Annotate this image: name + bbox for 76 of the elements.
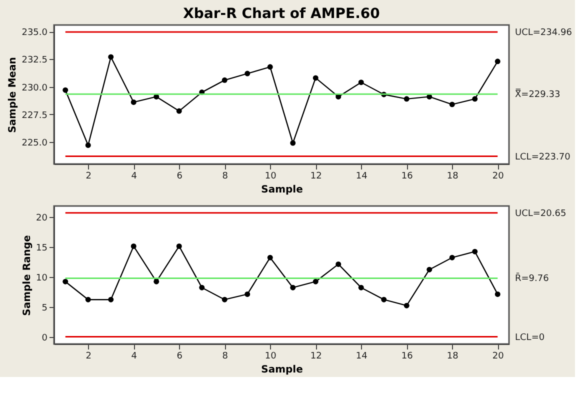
y-tick-label: 5 [42,303,48,314]
ref-line-label: LCL=223.70 [515,152,571,162]
point [62,87,68,93]
point [449,102,455,108]
point [176,243,182,249]
point [290,284,296,290]
point [267,254,273,260]
point [404,96,410,102]
x-tick-label: 20 [492,172,504,182]
point [449,254,455,260]
x-tick-label: 8 [222,172,228,182]
x-tick-label: 16 [401,352,414,362]
y-axis-title: Sample Range [22,234,34,316]
x-tick-label: 10 [264,172,277,182]
point [108,296,114,302]
x-tick-label: 4 [131,172,138,182]
ref-line-label: LCL=0 [515,332,545,343]
y-tick-label: 20 [36,213,48,224]
ref-line-label: R̄=9.76 [515,272,550,284]
point [62,278,68,284]
point [312,75,318,81]
point [404,302,410,308]
x-tick-label: 18 [446,172,459,182]
point [176,108,182,114]
point [290,140,296,146]
x-tick-label: 20 [492,352,504,362]
point [358,80,364,86]
chart-title: Xbar-R Chart of AMPE.60 [183,6,380,22]
y-tick-label: 227.5 [22,110,48,121]
point [358,284,364,290]
x-tick-label: 10 [264,352,277,362]
x-tick-label: 4 [131,352,138,362]
point [472,248,478,254]
x-axis-title: Sample [261,184,304,196]
x-tick-label: 14 [356,352,368,362]
point [85,142,91,148]
y-tick-label: 225.0 [22,138,48,148]
point [108,54,114,60]
ref-line-label: UCL=20.65 [515,208,566,219]
x-tick-label: 2 [86,172,92,182]
point [130,243,136,249]
x-tick-label: 12 [310,172,322,182]
point [222,77,228,83]
point [472,96,478,102]
x-tick-label: 6 [176,172,183,182]
x-tick-label: 14 [356,172,368,182]
x-axis-title: Sample [261,364,304,376]
point [154,278,160,284]
point [267,64,273,70]
x-tick-label: 8 [222,352,228,362]
y-tick-label: 232.5 [22,56,48,66]
y-tick-label: 0 [42,333,48,344]
y-tick-label: 230.0 [22,83,48,94]
point [336,261,342,267]
x-tick-label: 12 [310,352,322,362]
point [312,278,318,284]
y-axis-title: Sample Mean [8,57,19,133]
point [85,296,91,302]
x-tick-label: 16 [401,172,414,182]
y-tick-label: 10 [36,273,48,284]
y-tick-label: 15 [36,243,48,254]
point [426,266,432,272]
y-tick-label: 235.0 [22,28,48,38]
point [381,296,387,302]
point [222,296,228,302]
ref-line-label: UCL=234.96 [515,28,572,38]
x-tick-label: 18 [446,352,459,362]
x-tick-label: 6 [176,352,183,362]
point [244,70,250,76]
ref-line-label: X̿=229.33 [515,88,560,100]
point [494,291,500,297]
point [244,291,250,297]
point [494,58,500,64]
point [199,284,205,290]
point [130,99,136,105]
x-tick-label: 2 [86,352,92,362]
